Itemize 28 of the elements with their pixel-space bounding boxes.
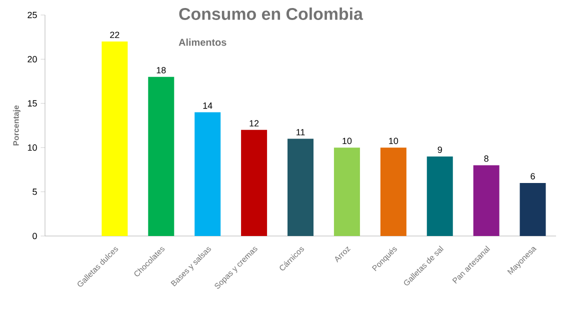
- text: Alimentos: [178, 38, 226, 46]
- bar: [426, 156, 453, 236]
- bar: [473, 165, 500, 236]
- bar: [288, 138, 314, 236]
- data-label: 14: [203, 102, 212, 109]
- y-tick-label: 15: [28, 100, 37, 107]
- bar: [241, 130, 268, 236]
- y-tick-label: 25: [28, 12, 37, 18]
- data-label: 12: [250, 120, 259, 126]
- bar: [194, 112, 221, 236]
- bar: [380, 148, 406, 236]
- y-tick-label: 0: [32, 232, 37, 240]
- data-label: 6: [530, 173, 535, 180]
- bar: [334, 148, 360, 236]
- y-tick-label: 20: [28, 56, 37, 62]
- bar: [520, 182, 546, 236]
- y-tick-label: 5: [32, 188, 37, 195]
- y-tick-label: 10: [28, 144, 37, 151]
- data-label: 10: [389, 138, 398, 144]
- data-label: 8: [484, 155, 488, 162]
- data-label: 11: [296, 129, 305, 136]
- bar: [148, 76, 174, 236]
- data-label: 10: [342, 138, 352, 144]
- chart-title: Consumo en Colombia: [179, 8, 364, 20]
- data-label: 18: [156, 67, 166, 74]
- data-label: 9: [438, 146, 442, 153]
- bar: [102, 42, 128, 236]
- data-label: 22: [110, 32, 120, 38]
